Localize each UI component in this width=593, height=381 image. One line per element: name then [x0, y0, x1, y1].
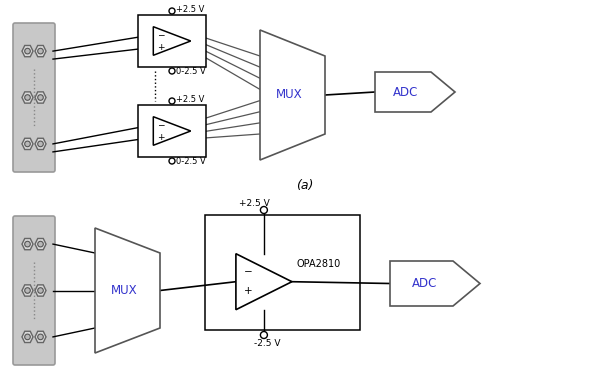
Circle shape: [169, 158, 175, 164]
Text: 0-2.5 V: 0-2.5 V: [176, 67, 206, 77]
Text: ADC: ADC: [393, 85, 418, 99]
Bar: [138, 15, 206, 67]
Polygon shape: [95, 228, 160, 353]
FancyBboxPatch shape: [13, 216, 55, 365]
Text: 0-2.5 V: 0-2.5 V: [176, 157, 206, 166]
Text: -2.5 V: -2.5 V: [254, 338, 280, 347]
Circle shape: [38, 95, 43, 100]
Text: +2.5 V: +2.5 V: [239, 200, 270, 208]
Text: +: +: [157, 43, 164, 52]
FancyBboxPatch shape: [13, 23, 55, 172]
Text: −: −: [157, 120, 164, 129]
Circle shape: [169, 68, 175, 74]
Polygon shape: [22, 92, 33, 103]
Polygon shape: [390, 261, 480, 306]
Polygon shape: [236, 254, 292, 310]
Bar: [205, 215, 360, 330]
Polygon shape: [22, 45, 33, 57]
Polygon shape: [35, 45, 46, 57]
Polygon shape: [22, 285, 33, 296]
Circle shape: [25, 48, 30, 54]
Polygon shape: [22, 331, 33, 343]
Circle shape: [169, 8, 175, 14]
Circle shape: [38, 141, 43, 147]
Polygon shape: [22, 138, 33, 149]
Polygon shape: [375, 72, 455, 112]
Circle shape: [260, 331, 267, 338]
Polygon shape: [35, 138, 46, 149]
Text: +2.5 V: +2.5 V: [176, 96, 205, 104]
Text: MUX: MUX: [276, 88, 302, 101]
Polygon shape: [22, 239, 33, 250]
Bar: [138, 105, 206, 157]
Polygon shape: [154, 117, 191, 145]
Circle shape: [25, 288, 30, 293]
Polygon shape: [260, 30, 325, 160]
Text: −: −: [157, 30, 164, 39]
Circle shape: [38, 334, 43, 340]
Circle shape: [25, 141, 30, 147]
Polygon shape: [35, 285, 46, 296]
Polygon shape: [35, 331, 46, 343]
Text: ADC: ADC: [412, 277, 437, 290]
Circle shape: [25, 241, 30, 247]
Circle shape: [25, 334, 30, 340]
Circle shape: [38, 288, 43, 293]
Circle shape: [25, 95, 30, 100]
Polygon shape: [154, 27, 191, 55]
Text: −: −: [244, 267, 253, 277]
Circle shape: [169, 98, 175, 104]
Polygon shape: [35, 239, 46, 250]
Polygon shape: [35, 92, 46, 103]
Text: (a): (a): [296, 179, 314, 192]
Text: +: +: [244, 287, 253, 296]
Circle shape: [260, 207, 267, 213]
Circle shape: [38, 48, 43, 54]
Circle shape: [38, 241, 43, 247]
Text: OPA2810: OPA2810: [297, 259, 341, 269]
Text: +: +: [157, 133, 164, 142]
Text: +2.5 V: +2.5 V: [176, 5, 205, 14]
Text: MUX: MUX: [111, 284, 138, 297]
